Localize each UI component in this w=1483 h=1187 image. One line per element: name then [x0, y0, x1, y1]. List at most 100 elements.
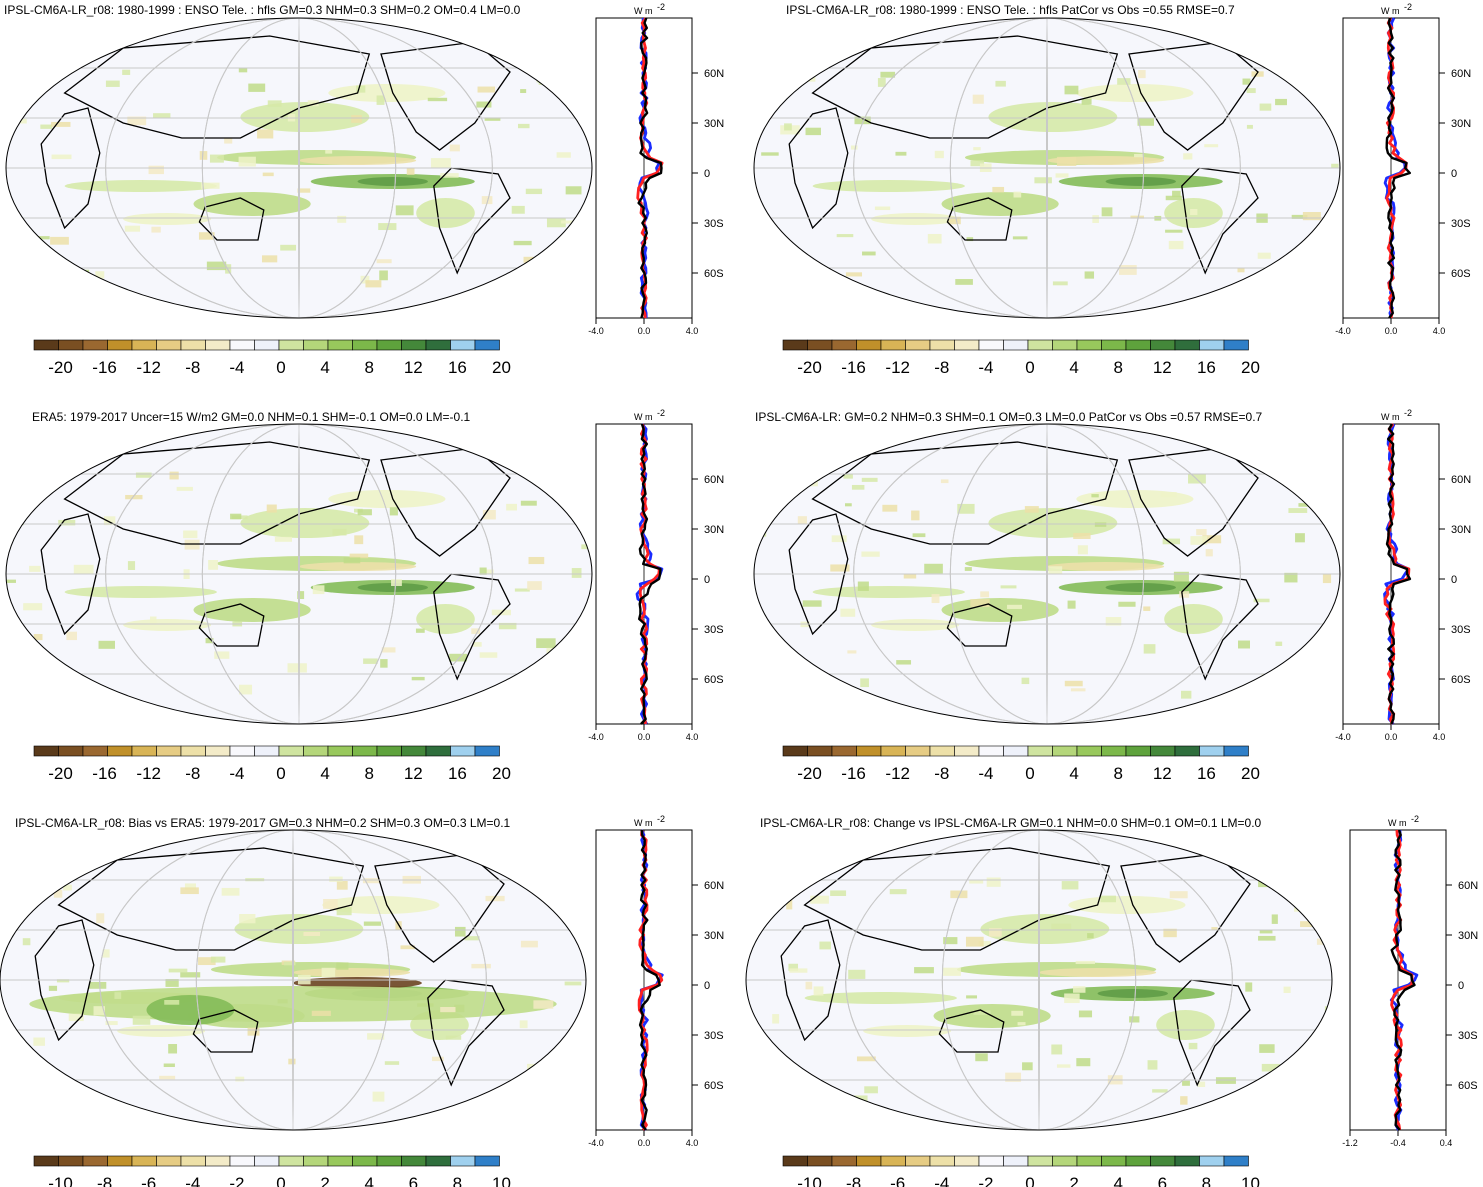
- continent-outline: [938, 1009, 1005, 1053]
- colorbar-swatch: [376, 339, 402, 351]
- field-speck: [56, 979, 70, 983]
- colorbar-tick-label: 20: [492, 764, 511, 783]
- field-speck: [862, 251, 876, 256]
- field-speck: [1251, 71, 1264, 77]
- field-speck: [840, 608, 856, 617]
- colorbar-tick-label: 12: [404, 764, 423, 783]
- profile-lat-label: 0: [704, 980, 710, 992]
- field-speck: [1100, 895, 1117, 903]
- map-border: [5, 423, 593, 725]
- field-speck: [1271, 914, 1278, 924]
- colorbar-swatch: [376, 745, 402, 757]
- profile-curve-other: [1390, 829, 1416, 1131]
- colorbar-tick-label: 4: [364, 1174, 373, 1187]
- field-speck: [1183, 153, 1193, 160]
- field-speck: [1094, 522, 1107, 527]
- profile-x-label: 4.0: [1433, 326, 1446, 336]
- field-speck: [93, 1006, 106, 1016]
- field-speck: [406, 168, 415, 175]
- profile-unit-label: W m: [1381, 6, 1400, 16]
- profile-curve-model: [638, 423, 661, 725]
- profile-x-label: -4.0: [588, 326, 604, 336]
- colorbar-swatch: [831, 339, 857, 351]
- field-speck: [1245, 982, 1253, 992]
- field-speck: [830, 564, 850, 572]
- field-speck: [449, 653, 467, 662]
- field-speck: [1052, 281, 1068, 286]
- field-speck: [889, 889, 907, 895]
- colorbar-4: -20 -16 -12 -8 -4 0 4 8 12 16 20: [782, 745, 1260, 783]
- colorbar-swatch: [1027, 745, 1053, 757]
- profile-lat-label: 60N: [704, 880, 724, 892]
- profile-lat-label: 30N: [704, 930, 724, 942]
- field-speck: [1007, 604, 1022, 609]
- colorbar-tick-label: -8: [185, 358, 200, 377]
- colorbar-swatch: [327, 745, 353, 757]
- field-speck: [520, 940, 538, 948]
- field-speck: [33, 1037, 45, 1046]
- field-speck: [1259, 929, 1273, 934]
- field-speck: [806, 473, 820, 481]
- field-speck: [975, 1053, 988, 1062]
- colorbar-swatch: [905, 1155, 931, 1167]
- continent-outline: [803, 847, 1111, 951]
- colorbar-swatch: [1101, 745, 1127, 757]
- colorbar-tick-label: 8: [1113, 358, 1122, 377]
- field-speck: [311, 1010, 331, 1016]
- colorbar-tick-label: 8: [1113, 764, 1122, 783]
- field-speck: [29, 565, 41, 572]
- map-panel-2: [753, 17, 1341, 319]
- colorbar-swatch: [1223, 339, 1249, 351]
- field-speck: [1064, 993, 1080, 1004]
- field-speck: [221, 887, 240, 896]
- profile-curve-obs: [1383, 17, 1407, 319]
- colorbar-swatch: [1076, 339, 1102, 351]
- colorbar-swatch: [401, 339, 427, 351]
- graticule-meridian: [1038, 829, 1040, 1131]
- map-border: [5, 17, 593, 319]
- field-speck: [1169, 891, 1188, 899]
- field-speck: [854, 116, 871, 125]
- continent-outline: [946, 603, 1013, 647]
- colorbar-tick-label: 0: [276, 358, 285, 377]
- field-patch: [299, 156, 417, 165]
- field-speck: [775, 1084, 787, 1092]
- colorbar-5: -10 -8 -6 -4 -2 0 2 4 6 8 10: [33, 1155, 511, 1187]
- field-speck: [1138, 70, 1146, 79]
- map-border: [745, 829, 1333, 1131]
- field-speck: [773, 264, 789, 270]
- field-speck: [947, 216, 961, 225]
- field-speck: [972, 94, 984, 104]
- field-speck: [1275, 641, 1283, 646]
- zonal-profile-1: W m -2 60N 30N 0 30S 60S -4.0 0.0 4.0: [588, 2, 724, 336]
- zonal-profile-4: W m -2 60N 30N 0 30S 60S -4.0 0.0 4.0: [1335, 408, 1471, 742]
- colorbar-tick-label: -4: [229, 764, 244, 783]
- field-speck: [1321, 895, 1332, 904]
- field-speck: [476, 101, 492, 108]
- field-speck: [248, 83, 266, 92]
- field-speck: [484, 569, 494, 575]
- colorbar-tick-label: -8: [934, 358, 949, 377]
- colorbar-swatch: [352, 339, 378, 351]
- colorbar-tick-label: -8: [185, 764, 200, 783]
- colorbar-swatch: [131, 339, 157, 351]
- field-speck: [411, 676, 425, 681]
- colorbar-swatch: [831, 745, 857, 757]
- field-speck: [1143, 606, 1151, 611]
- panel-1-title: IPSL-CM6A-LR_r08: 1980-1999 : ENSO Tele.…: [4, 3, 521, 17]
- field-patch: [988, 102, 1118, 132]
- colorbar-tick-label: -2: [978, 1174, 993, 1187]
- colorbar-swatch: [205, 339, 231, 351]
- field-speck: [581, 544, 590, 550]
- field-patch: [804, 992, 957, 1004]
- field-speck: [198, 957, 216, 966]
- field-speck: [511, 205, 525, 214]
- field-speck: [1246, 124, 1253, 129]
- field-speck: [515, 676, 531, 686]
- field-speck: [797, 516, 807, 524]
- field-speck: [1315, 665, 1325, 670]
- field-speck: [1013, 191, 1022, 198]
- profile-lat-label: 0: [1451, 168, 1457, 180]
- colorbar-tick-label: -16: [92, 358, 117, 377]
- colorbar-swatch: [474, 1155, 500, 1167]
